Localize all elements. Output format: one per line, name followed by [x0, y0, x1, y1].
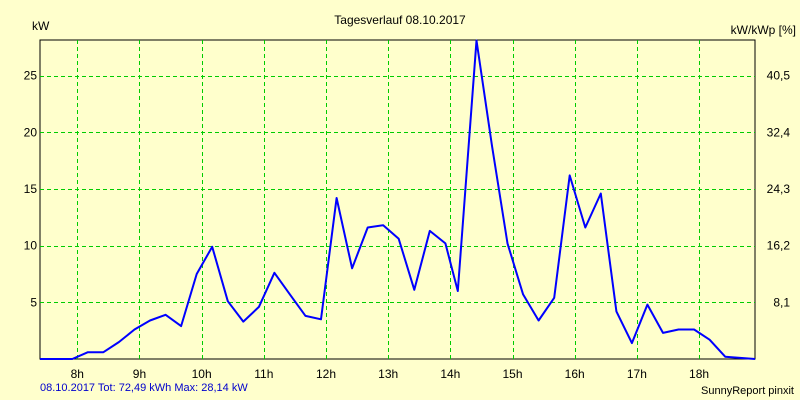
- brand-label: SunnyReport pinxit: [701, 385, 794, 397]
- daily-summary: 08.10.2017 Tot: 72,49 kWh Max: 28,14 kW: [40, 382, 248, 394]
- x-axis-ticks: 8h 9h 10h 11h 12h 13h 14h 15h 16h 17h 18h: [71, 367, 709, 381]
- x-tick-label: 13h: [378, 367, 398, 381]
- y-tick-label-right: 40,5: [767, 69, 791, 83]
- y-axis-label-left: kW: [32, 19, 50, 33]
- x-tick-label: 11h: [254, 367, 273, 381]
- y-tick-label-right: 8,1: [773, 295, 790, 309]
- series-group: [40, 39, 756, 360]
- x-tick-label: 16h: [565, 367, 585, 381]
- plot-area: [39, 39, 756, 360]
- x-tick-label: 8h: [71, 367, 84, 381]
- series-line-power: [40, 39, 756, 360]
- y-axis-ticks-right: 8,1 16,2 24,3 32,4 40,5: [767, 69, 791, 310]
- y-axis-ticks-left: 5 10 15 20 25: [24, 69, 38, 310]
- grid-lines: [40, 40, 755, 359]
- chart-title: Tagesverlauf 08.10.2017: [334, 13, 466, 27]
- x-tick-label: 9h: [133, 367, 146, 381]
- x-tick-label: 15h: [503, 367, 523, 381]
- y-tick-label-right: 32,4: [767, 125, 791, 139]
- plot-frame: [39, 39, 756, 360]
- y-axis-label-right: kW/kWp [%]: [731, 23, 796, 37]
- y-tick-label-right: 24,3: [767, 182, 791, 196]
- y-tick-label-left: 10: [24, 239, 38, 253]
- x-tick-label: 14h: [440, 367, 460, 381]
- y-tick-label-left: 15: [24, 182, 38, 196]
- y-tick-label-left: 20: [24, 125, 38, 139]
- y-tick-label-left: 5: [30, 295, 37, 309]
- x-tick-label: 10h: [192, 367, 212, 381]
- x-tick-label: 12h: [316, 367, 336, 381]
- x-tick-label: 18h: [689, 367, 709, 381]
- y-tick-label-left: 25: [24, 69, 38, 83]
- y-tick-label-right: 16,2: [767, 239, 791, 253]
- x-tick-label: 17h: [627, 367, 647, 381]
